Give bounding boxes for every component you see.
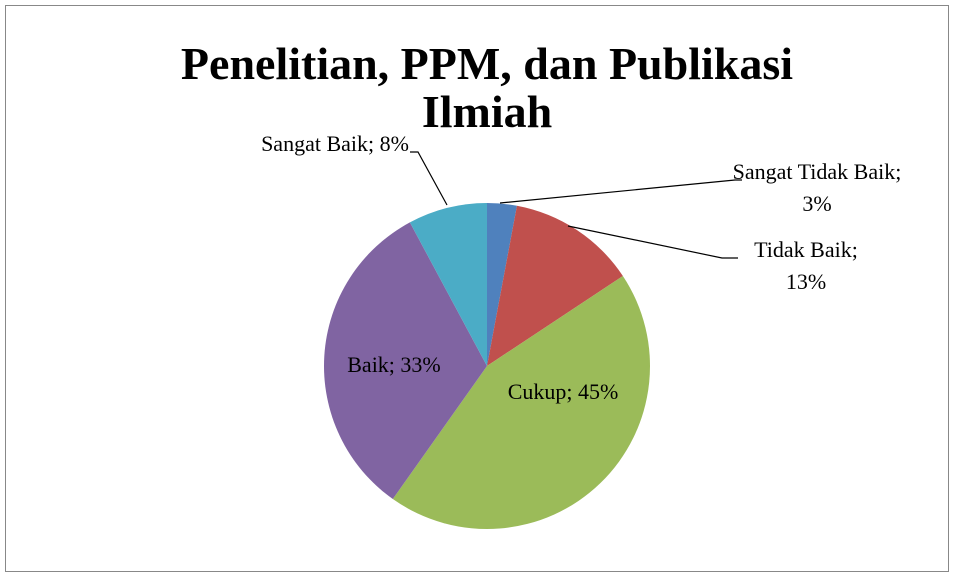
pie-slice bbox=[323, 222, 487, 500]
data-label: Sangat Tidak Baik; 3% bbox=[732, 159, 902, 216]
data-label: Tidak Baik; 13% bbox=[754, 237, 858, 294]
pie bbox=[323, 203, 651, 529]
data-label: Sangat Baik; 8% bbox=[261, 131, 409, 156]
data-label: Baik; 33% bbox=[347, 352, 441, 377]
pie-slice bbox=[487, 205, 623, 366]
leader-line bbox=[410, 151, 448, 206]
leader-line bbox=[499, 179, 742, 204]
leader-line bbox=[567, 225, 738, 259]
pie-slice bbox=[487, 203, 517, 366]
pie-slice bbox=[409, 203, 487, 366]
pie-slice bbox=[392, 275, 651, 529]
data-label: Cukup; 45% bbox=[507, 379, 619, 404]
chart-title: Penelitian, PPM, dan Publikasi Ilmiah bbox=[180, 38, 794, 137]
